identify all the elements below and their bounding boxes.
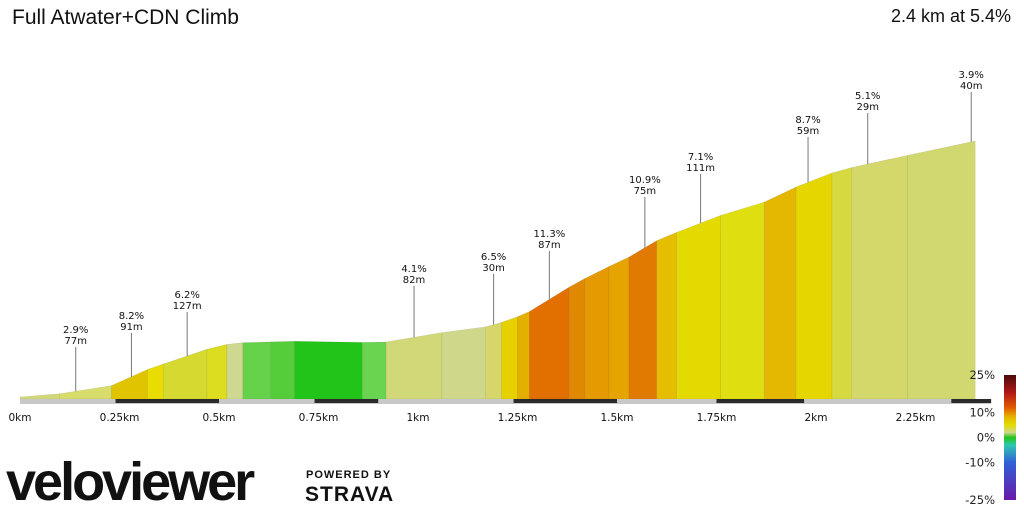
branding: veloviewer POWERED BY STRAVA [6, 452, 394, 512]
x-tick-label: 1.5km [600, 412, 633, 424]
x-tick-label: 1.25km [498, 412, 538, 424]
road-marker [716, 399, 805, 403]
profile-segment [907, 140, 976, 400]
profile-segment [294, 340, 363, 400]
profile-segment [206, 344, 228, 400]
grade-color-scale: 25% 10% 0% -10% -25% [965, 368, 1016, 507]
profile-segment [242, 341, 272, 400]
annotation-length-label: 82m [403, 275, 425, 286]
annotation-length-label: 77m [64, 336, 86, 347]
profile-segment [720, 201, 765, 400]
annotation-grade-label: 5.1% [855, 91, 880, 102]
profile-segment [795, 172, 833, 400]
annotation-grade-label: 2.9% [63, 325, 88, 336]
profile-segment [831, 167, 853, 400]
profile-base [20, 399, 992, 404]
annotation-length-label: 75m [634, 186, 656, 197]
profile-segment [851, 154, 908, 400]
x-tick-label: 1km [407, 412, 430, 424]
strava-logo: STRAVA [305, 483, 394, 506]
annotation-grade-label: 8.2% [119, 311, 144, 322]
profile-segment [568, 277, 586, 400]
annotation-length-label: 29m [857, 102, 879, 113]
road-marker [513, 399, 617, 403]
x-tick-label: 0.25km [100, 412, 140, 424]
veloviewer-logo: veloviewer [6, 452, 255, 512]
grade-scale-label: -25% [965, 493, 995, 507]
annotation-length-label: 91m [120, 322, 142, 333]
annotation-length-label: 59m [797, 126, 819, 137]
annotation-grade-label: 4.1% [401, 264, 426, 275]
profile-segment [628, 240, 658, 400]
grade-color-bar [1004, 375, 1016, 500]
profile-segment [584, 265, 610, 400]
annotation-grade-label: 11.3% [533, 229, 565, 240]
profile-segment [441, 326, 486, 400]
profile-segment [676, 215, 721, 400]
x-tick-label: 2.25km [896, 412, 936, 424]
profile-segment [517, 311, 530, 400]
annotation-length-label: 127m [173, 301, 202, 312]
profile-segment [147, 363, 164, 400]
annotation-grade-label: 6.5% [481, 252, 506, 263]
profile-segment [501, 316, 518, 400]
profile-segment [226, 342, 244, 400]
annotation-grade-label: 6.2% [174, 290, 199, 301]
profile-segment [608, 256, 630, 400]
profile-segment [361, 341, 387, 400]
x-tick-label: 0.5km [202, 412, 235, 424]
distance-axis: 0km 0.25km 0.5km 0.75km 1km 1.25km 1.5km 1.75km… [9, 412, 936, 424]
profile-segment [162, 348, 208, 400]
annotation-length-label: 87m [538, 240, 560, 251]
annotation-grade-label: 7.1% [688, 152, 713, 163]
climb-summary: 2.4 km at 5.4% [890, 6, 1011, 26]
profile-segment [270, 340, 295, 400]
grade-scale-label: 25% [969, 368, 995, 382]
profile-segment [59, 385, 112, 400]
ground-strip [20, 399, 992, 404]
grade-scale-label: -10% [965, 456, 995, 470]
annotation-length-label: 40m [960, 81, 982, 92]
grade-scale-label: 0% [977, 431, 995, 445]
profile-segment [385, 332, 443, 400]
climb-title: Full Atwater+CDN Climb [12, 6, 239, 29]
profile-segment [485, 321, 502, 400]
profile-segment [111, 369, 148, 400]
road-marker [115, 399, 219, 403]
annotation-grade-label: 8.7% [795, 115, 820, 126]
profile-segment [763, 186, 797, 400]
road-marker [314, 399, 379, 403]
x-tick-label: 2km [805, 412, 828, 424]
profile-segments [19, 140, 976, 400]
profile-segment [529, 286, 570, 400]
profile-segment [656, 231, 678, 400]
road-marker [951, 399, 992, 403]
annotation-length-label: 30m [482, 263, 504, 274]
x-tick-label: 1.75km [697, 412, 737, 424]
powered-by-label: POWERED BY [306, 469, 391, 481]
x-tick-label: 0km [9, 412, 32, 424]
profile-segment [19, 393, 61, 400]
annotation-grade-label: 3.9% [959, 70, 984, 81]
annotation-length-label: 111m [686, 163, 715, 174]
annotation-grade-label: 10.9% [629, 175, 661, 186]
segment-annotations: 2.9%77m 8.2%91m 6.2%127m 4.1%82m 6.5%30m 11.3… [63, 70, 984, 392]
grade-scale-label: 10% [969, 406, 995, 420]
x-tick-label: 0.75km [299, 412, 339, 424]
